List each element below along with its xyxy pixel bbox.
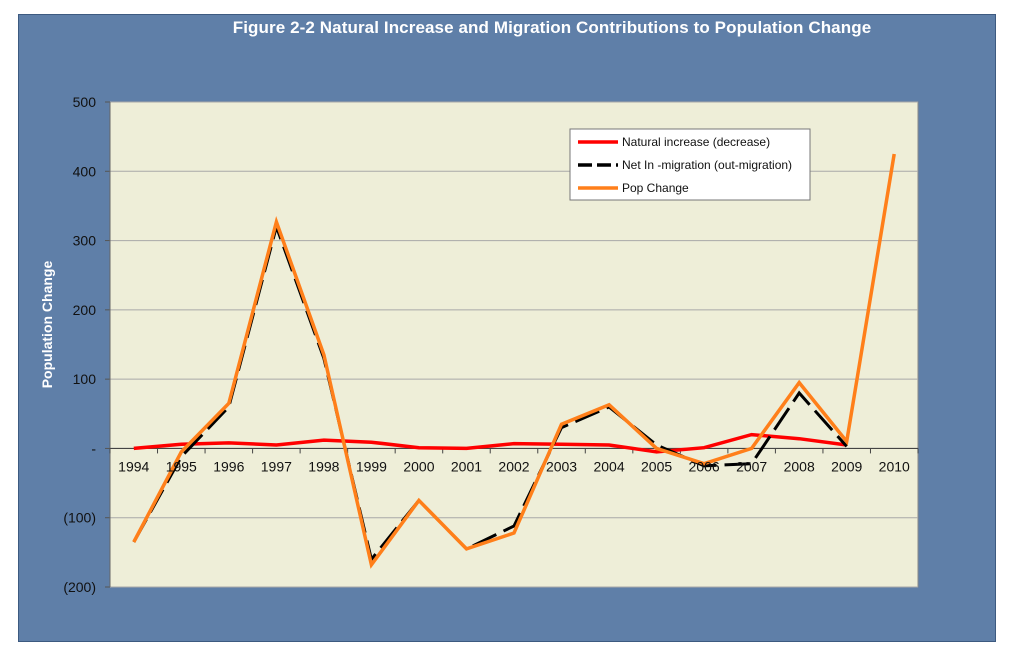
y-tick-label: - <box>91 440 96 456</box>
axes <box>105 101 919 588</box>
y-tick-label: 100 <box>73 371 97 387</box>
x-tick-label: 2006 <box>689 458 720 474</box>
x-tick-label: 2005 <box>641 458 672 474</box>
x-tick-label: 2004 <box>593 458 624 474</box>
x-tick-label: 2009 <box>831 458 862 474</box>
y-tick-label: 300 <box>73 233 97 249</box>
x-tick-label: 2010 <box>879 458 910 474</box>
x-tick-label: 2008 <box>784 458 815 474</box>
y-tick-label: 400 <box>73 163 97 179</box>
y-tick-label: 500 <box>73 94 97 110</box>
legend-entry: Natural increase (decrease) <box>622 135 770 149</box>
legend: Natural increase (decrease) Net In -migra… <box>569 128 811 201</box>
x-tick-label: 1996 <box>213 458 244 474</box>
x-tick-label: 2003 <box>546 458 577 474</box>
tick-labels: 500 400 300 200 100 - (100) (200) 1994 1995 1996 19… <box>63 94 910 595</box>
y-tick-label: (200) <box>63 579 96 595</box>
y-tick-label: (100) <box>63 510 96 526</box>
x-tick-label: 1999 <box>356 458 387 474</box>
x-tick-label: 1995 <box>166 458 197 474</box>
x-tick-label: 1997 <box>261 458 292 474</box>
x-tick-label: 2000 <box>403 458 434 474</box>
x-tick-label: 1998 <box>308 458 339 474</box>
x-tick-label: 2002 <box>498 458 529 474</box>
legend-entry: Pop Change <box>622 181 689 195</box>
x-tick-label: 2007 <box>736 458 767 474</box>
chart-title: Figure 2-2 Natural Increase and Migratio… <box>232 18 872 37</box>
series-line-1 <box>133 432 847 454</box>
y-tick-label: 200 <box>73 302 97 318</box>
y-axis-label: Population Change <box>39 261 55 389</box>
x-tick-label: 1994 <box>118 458 149 474</box>
series-line-3 <box>132 153 896 569</box>
legend-entry: Net In -migration (out-migration) <box>622 158 792 172</box>
gridlines <box>110 101 918 588</box>
x-tick-label: 2001 <box>451 458 482 474</box>
series-lines <box>132 153 896 569</box>
